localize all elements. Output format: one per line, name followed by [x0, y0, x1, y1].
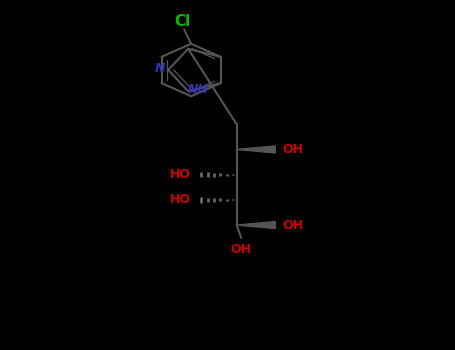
Text: HO: HO [170, 168, 191, 181]
Text: OH: OH [231, 243, 252, 256]
Text: N: N [155, 62, 165, 75]
Text: Cl: Cl [174, 14, 190, 28]
Polygon shape [237, 146, 275, 153]
Text: NH: NH [188, 83, 209, 96]
Text: HO: HO [170, 193, 191, 206]
Text: OH: OH [282, 143, 303, 156]
Text: OH: OH [282, 218, 303, 232]
Polygon shape [237, 222, 275, 229]
